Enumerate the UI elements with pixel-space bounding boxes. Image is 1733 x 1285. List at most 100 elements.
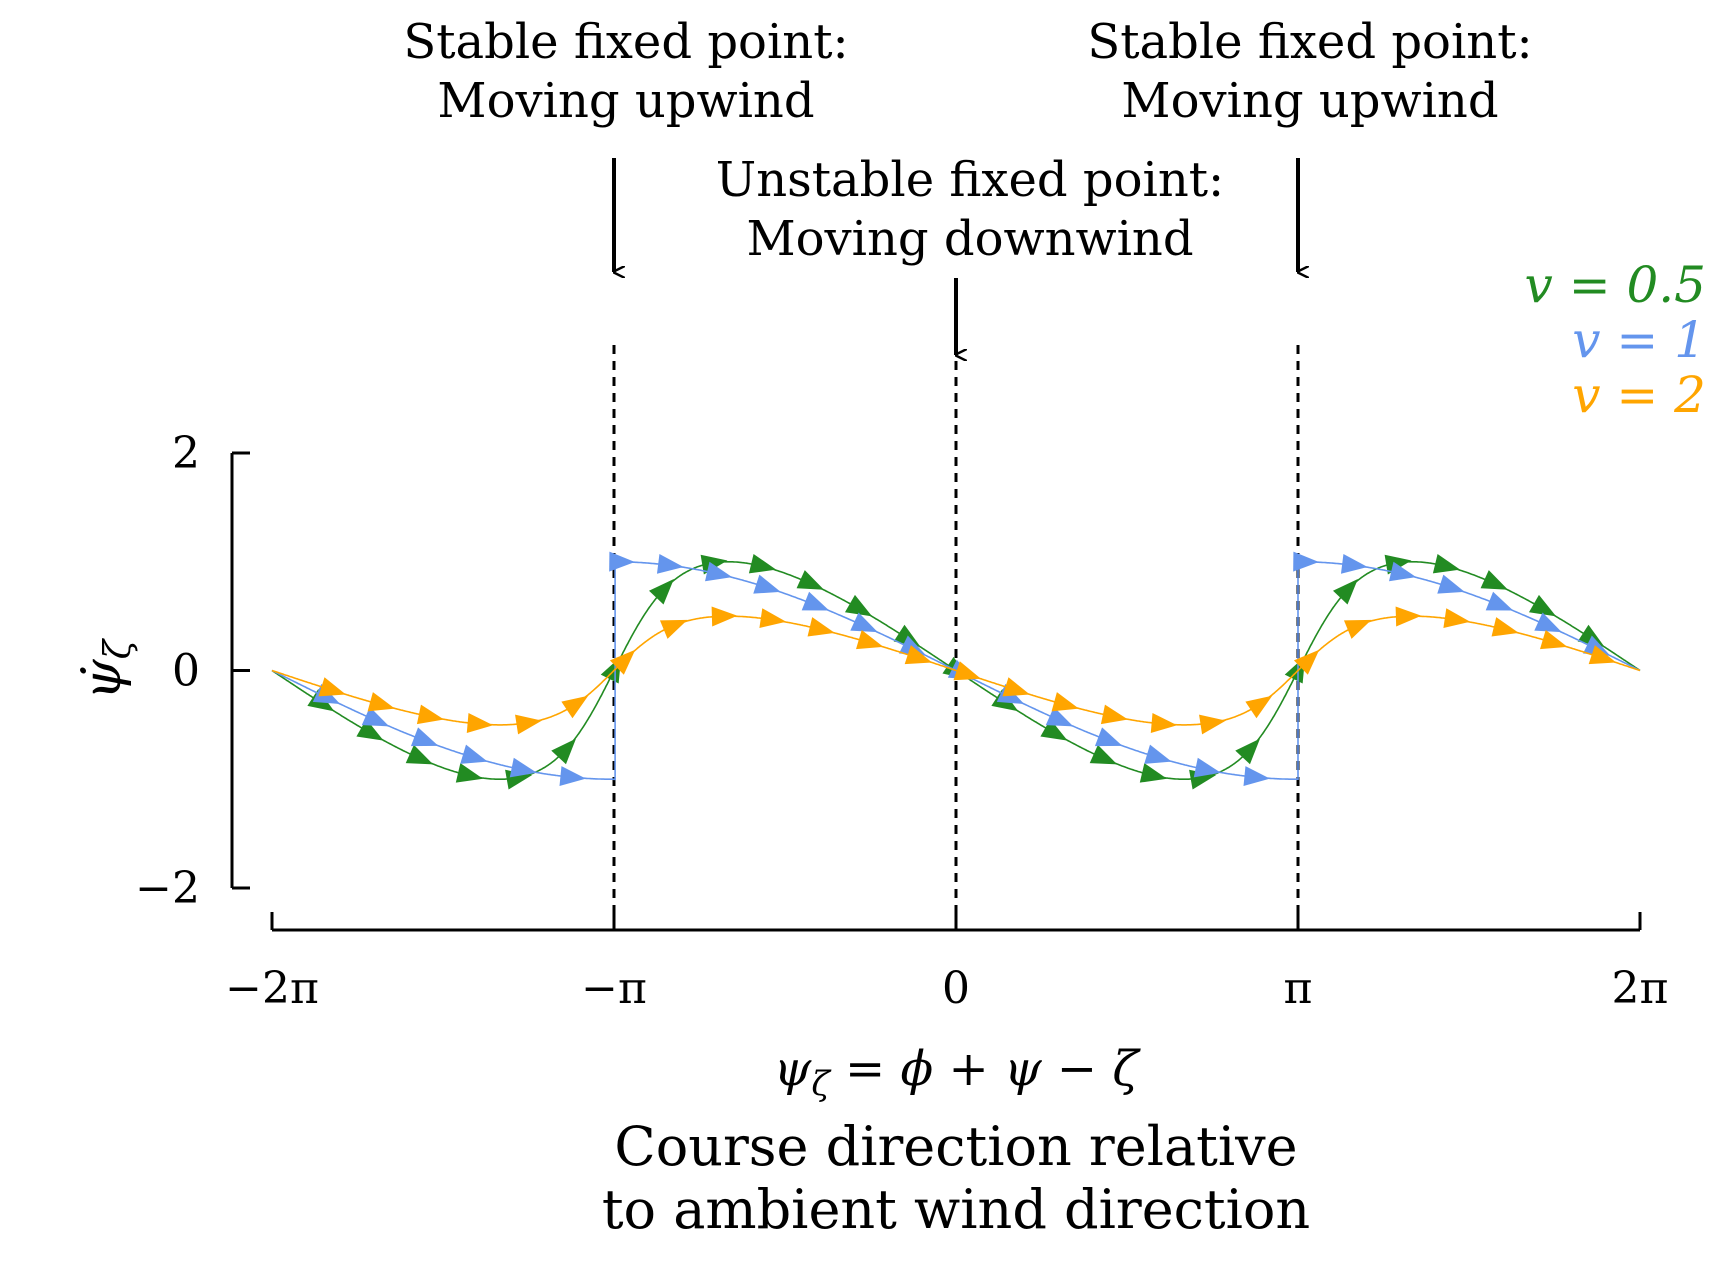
- x-tick-label-3: π: [1284, 963, 1313, 1014]
- direction-arrow: [455, 763, 484, 783]
- direction-arrow: [807, 617, 835, 637]
- direction-arrow: [1332, 579, 1358, 605]
- direction-arrow: [416, 704, 445, 725]
- legend-item-2: v = 2: [1572, 366, 1706, 424]
- direction-arrow: [551, 738, 577, 765]
- direction-arrow: [367, 692, 395, 712]
- direction-arrow: [1389, 561, 1417, 582]
- direction-arrow: [1432, 553, 1461, 574]
- direction-arrow: [410, 727, 439, 747]
- direction-arrow: [748, 553, 777, 574]
- direction-arrow: [759, 608, 787, 628]
- direction-arrow: [1583, 635, 1611, 656]
- x-caption-line-1: Course direction relative: [614, 1115, 1297, 1178]
- direction-arrow: [705, 561, 733, 582]
- x-tick-label-2: 0: [942, 963, 970, 1014]
- x-tick-label-1: −π: [581, 963, 647, 1014]
- direction-arrow: [711, 606, 738, 627]
- direction-arrow: [1293, 551, 1319, 572]
- series-layer: [271, 551, 1641, 790]
- direction-arrow: [1293, 649, 1320, 675]
- direction-arrow: [1340, 553, 1368, 574]
- fixed-point-label-2-1: Moving upwind: [1121, 73, 1498, 129]
- direction-arrow: [1491, 617, 1519, 637]
- x-caption-line-2: to ambient wind direction: [602, 1178, 1310, 1241]
- direction-arrow: [1384, 554, 1412, 575]
- direction-arrow: [466, 713, 494, 733]
- fixed-point-label-0-1: Moving upwind: [437, 73, 814, 129]
- direction-arrow: [648, 579, 674, 605]
- direction-arrow: [1577, 624, 1605, 647]
- direction-arrow: [850, 612, 878, 633]
- direction-arrow: [1040, 719, 1068, 741]
- direction-arrow: [405, 744, 434, 765]
- direction-arrow: [700, 554, 728, 575]
- fixed-point-guides: [612, 345, 1300, 922]
- direction-arrow: [796, 570, 825, 590]
- direction-arrow: [1089, 744, 1118, 765]
- direction-arrow: [659, 619, 688, 639]
- direction-arrow: [1094, 727, 1123, 747]
- direction-arrow: [509, 757, 537, 778]
- direction-arrow: [1437, 574, 1465, 594]
- direction-arrow: [856, 629, 884, 650]
- direction-arrow: [1199, 714, 1226, 735]
- direction-arrow: [515, 714, 542, 735]
- legend-item-0: v = 0.5: [1525, 256, 1706, 314]
- x-tick-label-0: −2π: [225, 963, 319, 1014]
- direction-arrow: [1139, 763, 1168, 783]
- direction-arrow: [609, 551, 635, 572]
- direction-arrow: [356, 719, 384, 741]
- direction-arrow: [1144, 744, 1172, 764]
- y-axis-label: ψ̇ζ: [73, 637, 139, 700]
- direction-arrow: [1245, 695, 1273, 719]
- direction-arrow: [1051, 692, 1079, 712]
- direction-arrow: [904, 645, 933, 665]
- direction-arrow: [801, 591, 830, 611]
- x-tick-label-4: 2π: [1612, 963, 1669, 1014]
- direction-arrow: [609, 649, 636, 675]
- y-tick-label-1: 0: [172, 646, 200, 697]
- fixed-point-label-1-1: Moving downwind: [746, 211, 1193, 267]
- legend: v = 0.5v = 1v = 2: [1525, 256, 1706, 424]
- direction-arrow: [899, 635, 927, 656]
- direction-arrow: [1193, 757, 1221, 778]
- direction-arrow: [361, 706, 390, 727]
- direction-arrow: [656, 553, 684, 574]
- direction-arrow: [460, 744, 488, 764]
- direction-arrow: [953, 661, 981, 681]
- legend-item-1: v = 1: [1572, 311, 1706, 369]
- series-line-2: [271, 615, 1641, 726]
- direction-arrow: [893, 624, 921, 647]
- direction-arrow: [1235, 738, 1261, 765]
- y-tick-label-0: −2: [135, 863, 200, 914]
- direction-arrow: [1588, 645, 1617, 665]
- x-axis-label: ψζ = ϕ + ψ − ζ: [774, 1041, 1142, 1104]
- direction-arrow: [1002, 677, 1030, 697]
- ticks-layer: −2π −π 0 π 2π −2 0 2: [135, 428, 1668, 1014]
- direction-arrow: [1045, 706, 1074, 727]
- y-tick-label-2: 2: [172, 428, 200, 479]
- direction-arrow: [1150, 713, 1178, 733]
- direction-arrow: [1534, 612, 1562, 633]
- direction-arrow: [1343, 619, 1372, 639]
- direction-arrow: [1528, 594, 1557, 617]
- direction-arrow: [844, 594, 873, 617]
- direction-arrow: [1480, 570, 1509, 590]
- direction-arrow: [753, 574, 781, 594]
- direction-arrow: [559, 766, 586, 787]
- direction-arrow: [1395, 606, 1422, 627]
- fixed-point-label-1-0: Unstable fixed point:: [716, 152, 1224, 208]
- series-2: [271, 606, 1641, 735]
- fixed-point-label-0-0: Stable fixed point:: [403, 14, 848, 70]
- annotations-layer: Stable fixed point:Moving upwindUnstable…: [403, 14, 1533, 355]
- direction-arrow: [1243, 766, 1270, 787]
- axes-layer: ψ̇ζ ψζ = ϕ + ψ − ζ Course direction rela…: [73, 453, 1640, 1241]
- fixed-point-label-2-0: Stable fixed point:: [1087, 14, 1532, 70]
- direction-arrow: [318, 677, 346, 697]
- direction-arrow: [1485, 591, 1514, 611]
- direction-arrow: [1443, 608, 1471, 628]
- direction-arrow: [1540, 629, 1568, 650]
- direction-arrow: [561, 695, 589, 719]
